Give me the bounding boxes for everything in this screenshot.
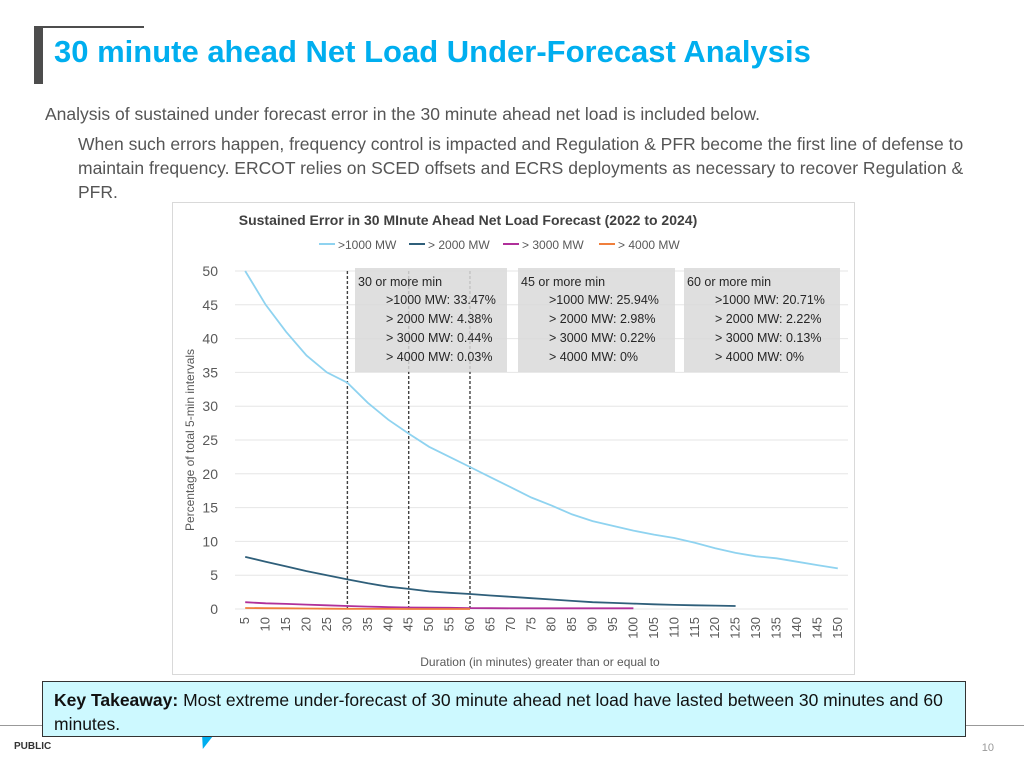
footer-divider-right	[966, 725, 1024, 726]
x-tick-label: 150	[830, 617, 845, 639]
annotation-line: > 4000 MW: 0%	[715, 350, 804, 364]
x-tick-label: 120	[707, 617, 722, 639]
y-tick-label: 45	[202, 297, 218, 313]
y-tick-label: 50	[202, 263, 218, 279]
y-tick-label: 5	[210, 567, 218, 583]
y-tick-label: 10	[202, 533, 218, 549]
x-tick-label: 50	[421, 617, 436, 631]
x-tick-label: 75	[523, 617, 538, 631]
y-tick-label: 35	[202, 364, 218, 380]
series-line	[244, 270, 838, 570]
series-line	[245, 607, 470, 610]
title-accent-rule	[34, 26, 144, 28]
x-tick-label: 35	[360, 617, 375, 631]
x-tick-label: 55	[442, 617, 457, 631]
x-tick-label: 125	[728, 617, 743, 639]
x-tick-label: 100	[625, 617, 640, 639]
x-tick-label: 70	[503, 617, 518, 631]
key-takeaway-label: Key Takeaway:	[54, 690, 179, 710]
x-tick-label: 10	[258, 617, 273, 631]
x-tick-label: 105	[646, 617, 661, 639]
legend-label: > 2000 MW	[428, 238, 490, 252]
y-tick-label: 0	[210, 601, 218, 617]
body-text: When such errors happen, frequency contr…	[78, 134, 964, 202]
x-tick-label: 145	[809, 617, 824, 639]
annotation-heading: 60 or more min	[687, 275, 771, 289]
legend-label: >1000 MW	[338, 238, 397, 252]
intro-text: Analysis of sustained under forecast err…	[45, 104, 761, 124]
page-title: 30 minute ahead Net Load Under-Forecast …	[54, 34, 811, 69]
annotation-heading: 30 or more min	[358, 275, 442, 289]
x-tick-label: 15	[278, 617, 293, 631]
line-chart: Sustained Error in 30 MInute Ahead Net L…	[183, 212, 848, 669]
y-tick-label: 30	[202, 398, 218, 414]
y-axis-title: Percentage of total 5-min intervals	[183, 349, 197, 531]
x-tick-label: 115	[687, 617, 702, 638]
y-tick-label: 40	[202, 331, 218, 347]
y-tick-label: 15	[202, 500, 218, 516]
annotation-box	[518, 268, 675, 372]
annotation-line: >1000 MW: 33.47%	[386, 293, 496, 307]
legend-label: > 4000 MW	[618, 238, 680, 252]
x-tick-label: 30	[339, 617, 354, 631]
annotation-line: > 3000 MW: 0.22%	[549, 331, 655, 345]
x-tick-label: 135	[768, 617, 783, 639]
annotation-box	[355, 268, 507, 372]
x-tick-label: 40	[380, 617, 395, 631]
title-accent-bar	[34, 26, 43, 84]
annotation-line: >1000 MW: 20.71%	[715, 293, 825, 307]
y-tick-label: 25	[202, 432, 218, 448]
y-tick-label: 20	[202, 466, 218, 482]
footer-divider-left	[0, 725, 42, 726]
annotation-line: > 2000 MW: 2.98%	[549, 312, 655, 326]
legend-label: > 3000 MW	[522, 238, 584, 252]
chart-frame: Sustained Error in 30 MInute Ahead Net L…	[172, 202, 855, 675]
x-tick-label: 20	[299, 617, 314, 631]
x-tick-label: 95	[605, 617, 620, 631]
annotation-line: > 4000 MW: 0%	[549, 350, 638, 364]
x-tick-label: 80	[544, 617, 559, 631]
chart-title: Sustained Error in 30 MInute Ahead Net L…	[239, 212, 698, 228]
series-line	[244, 556, 736, 607]
x-tick-label: 5	[237, 617, 252, 624]
x-tick-label: 85	[564, 617, 579, 631]
page-number: 10	[981, 742, 994, 754]
x-axis-title: Duration (in minutes) greater than or eq…	[420, 655, 660, 669]
annotation-line: >1000 MW: 25.94%	[549, 293, 659, 307]
annotation-line: > 2000 MW: 2.22%	[715, 312, 821, 326]
x-tick-label: 25	[319, 617, 334, 631]
x-tick-label: 140	[789, 617, 804, 639]
key-takeaway-text: Most extreme under-forecast of 30 minute…	[54, 690, 943, 734]
x-tick-label: 90	[585, 617, 600, 631]
annotation-line: > 2000 MW: 4.38%	[386, 312, 492, 326]
annotation-line: > 3000 MW: 0.13%	[715, 331, 821, 345]
annotation-heading: 45 or more min	[521, 275, 605, 289]
annotation-line: > 4000 MW: 0.03%	[386, 350, 492, 364]
annotation-box	[684, 268, 840, 372]
key-takeaway-box: Key Takeaway: Most extreme under-forecas…	[42, 681, 966, 737]
x-tick-label: 65	[482, 617, 497, 631]
footer-logo-mark-icon	[197, 737, 213, 749]
annotation-line: > 3000 MW: 0.44%	[386, 331, 492, 345]
footer-classification: PUBLIC	[14, 741, 52, 752]
x-tick-label: 110	[666, 617, 681, 638]
x-tick-label: 45	[401, 617, 416, 631]
x-tick-label: 130	[748, 617, 763, 639]
x-tick-label: 60	[462, 617, 477, 631]
series-line	[245, 601, 634, 610]
